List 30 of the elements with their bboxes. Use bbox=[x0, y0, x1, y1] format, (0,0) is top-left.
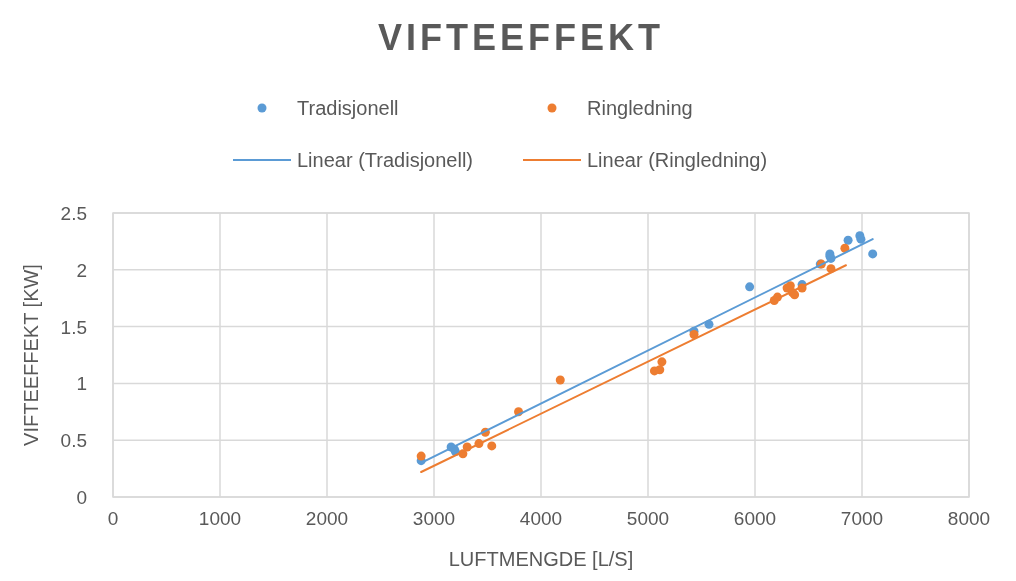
y-tick-label: 2 bbox=[76, 259, 87, 281]
point bbox=[555, 375, 565, 385]
legend-label: Linear (Tradisjonell) bbox=[297, 149, 473, 171]
point bbox=[655, 365, 665, 375]
x-tick-label: 1000 bbox=[198, 508, 242, 529]
y-axis-title: VIFTEEFFEKT [KW] bbox=[20, 264, 42, 446]
point bbox=[868, 249, 878, 259]
x-tick-label: 5000 bbox=[626, 508, 670, 529]
point bbox=[843, 235, 853, 245]
legend-label: Ringledning bbox=[587, 97, 693, 119]
x-tick-label: 0 bbox=[107, 508, 119, 529]
x-axis-title: LUFTMENGDE [L/S] bbox=[448, 548, 634, 570]
y-tick-label: 0.5 bbox=[60, 430, 87, 452]
x-tick-label: 2000 bbox=[305, 508, 349, 529]
x-tick-label: 8000 bbox=[947, 508, 991, 529]
legend-label: Tradisjonell bbox=[297, 97, 399, 119]
x-tick-label: 6000 bbox=[733, 508, 777, 529]
chart-title: VIFTEEFFEKT bbox=[378, 17, 664, 58]
y-tick-label: 2.5 bbox=[60, 203, 87, 224]
legend-label: Linear (Ringledning) bbox=[587, 149, 768, 171]
y-tick-label: 1 bbox=[76, 373, 87, 395]
x-tick-label: 4000 bbox=[519, 508, 563, 529]
x-tick-label: 3000 bbox=[412, 508, 456, 529]
point bbox=[745, 282, 755, 292]
y-tick-label: 1.5 bbox=[60, 316, 87, 338]
x-tick-label: 7000 bbox=[840, 508, 884, 529]
point bbox=[416, 451, 426, 461]
point bbox=[487, 441, 497, 451]
point bbox=[657, 357, 667, 367]
y-tick-label: 0 bbox=[76, 487, 87, 508]
